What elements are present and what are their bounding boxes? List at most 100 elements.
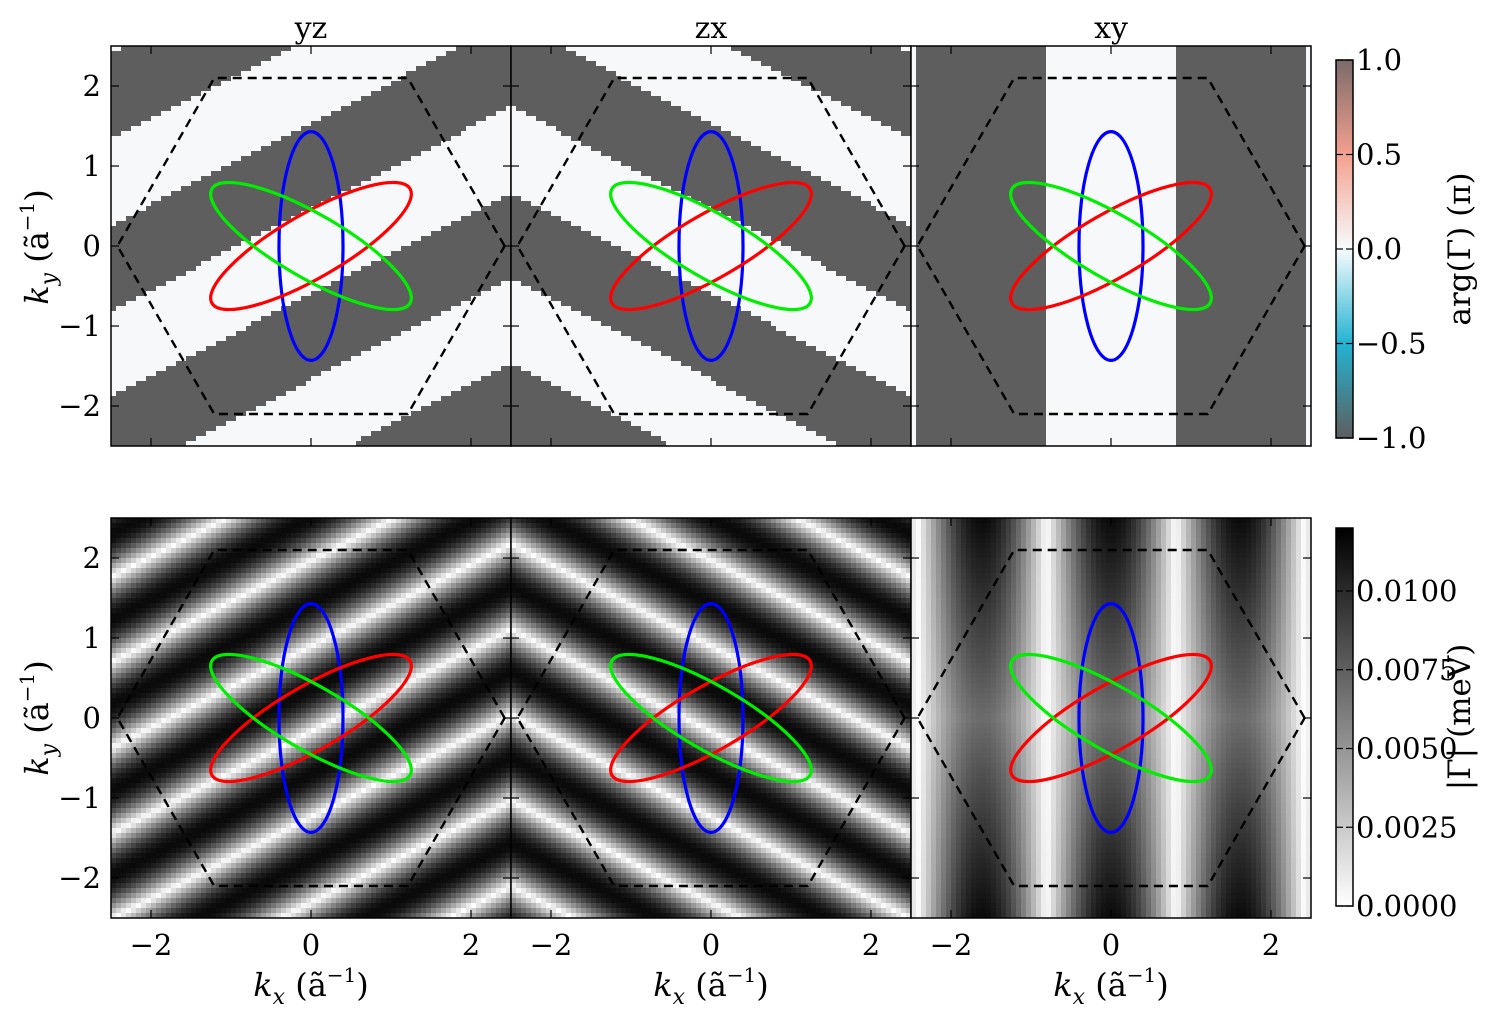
heatmap-cell [351,186,357,192]
heatmap-cell [206,181,212,187]
heatmap-cell [361,326,367,332]
heatmap-cell [186,306,192,312]
heatmap-cell [126,251,132,257]
heatmap-cell [321,146,327,152]
heatmap-cell [236,156,242,162]
heatmap-cell [141,91,147,97]
heatmap-cell [166,316,172,322]
heatmap-cell [466,76,472,82]
heatmap-cell [381,86,387,92]
heatmap-cell [476,296,482,302]
heatmap-cell [361,61,367,67]
heatmap-cell [331,311,337,317]
heatmap-cell [386,161,392,167]
heatmap-cell [376,266,382,272]
heatmap-cell [376,326,382,332]
heatmap-cell [431,46,437,52]
heatmap-cell [201,266,207,272]
heatmap-cell [331,211,337,217]
heatmap-cell [481,336,487,342]
heatmap-cell [451,306,457,312]
heatmap-cell [126,161,132,167]
heatmap-cell [211,156,217,162]
heatmap-cell [141,71,147,77]
heatmap-cell [351,176,357,182]
heatmap-cell [176,236,182,242]
heatmap-cell [441,316,447,322]
heatmap-cell [146,211,152,217]
heatmap-cell [186,86,192,92]
heatmap-cell [126,171,132,177]
heatmap-cell [446,291,452,297]
heatmap-cell [316,246,322,252]
heatmap-cell [386,141,392,147]
heatmap-cell [491,256,497,262]
heatmap-cell [391,231,397,237]
heatmap-cell [291,316,297,322]
heatmap-cell [456,326,462,332]
heatmap-cell [141,286,147,292]
heatmap-cell [256,121,262,127]
heatmap-cell [451,271,457,277]
heatmap-cell [316,301,322,307]
heatmap-cell [366,131,372,137]
heatmap-cell [481,56,487,62]
heatmap-cell [151,156,157,162]
heatmap-cell [441,206,447,212]
heatmap-cell [296,126,302,132]
heatmap-cell [156,146,162,152]
heatmap-cell [221,106,227,112]
heatmap-cell [471,321,477,327]
heatmap-cell [351,301,357,307]
heatmap-cell [411,341,417,347]
heatmap-cell [381,241,387,247]
heatmap-cell [321,186,327,192]
heatmap-cell [221,101,227,107]
heatmap-cell [121,51,127,57]
heatmap-cell [256,81,262,87]
heatmap-cell [211,261,217,267]
heatmap-cell [446,181,452,187]
heatmap-cell [446,121,452,127]
heatmap-cell [241,266,247,272]
heatmap-cell [246,311,252,317]
heatmap-cell [196,271,202,277]
heatmap-cell [161,196,167,202]
heatmap-cell [446,221,452,227]
heatmap-cell [296,311,302,317]
heatmap-cell [176,76,182,82]
heatmap-cell [291,196,297,202]
heatmap-cell [171,336,177,342]
heatmap-cell [401,56,407,62]
heatmap-cell [231,166,237,172]
heatmap-cell [461,136,467,142]
heatmap-cell [116,331,122,337]
heatmap-cell [386,221,392,227]
heatmap-cell [341,341,347,347]
heatmap-cell [496,271,502,277]
heatmap-cell [496,111,502,117]
heatmap-cell [201,356,207,362]
heatmap-cell [441,251,447,257]
heatmap-cell [176,296,182,302]
heatmap-cell [396,101,402,107]
heatmap-cell [371,256,377,262]
heatmap-cell [431,81,437,87]
heatmap-cell [236,126,242,132]
heatmap-cell [316,256,322,262]
heatmap-cell [241,96,247,102]
heatmap-cell [241,216,247,222]
heatmap-cell [381,56,387,62]
heatmap-cell [476,251,482,257]
heatmap-cell [231,96,237,102]
heatmap-cell [431,186,437,192]
heatmap-cell [421,111,427,117]
heatmap-cell [206,106,212,112]
heatmap-cell [466,206,472,212]
heatmap-cell [401,176,407,182]
heatmap-cell [136,331,142,337]
heatmap-cell [461,146,467,152]
heatmap-cell [266,221,272,227]
heatmap-cell [326,221,332,227]
